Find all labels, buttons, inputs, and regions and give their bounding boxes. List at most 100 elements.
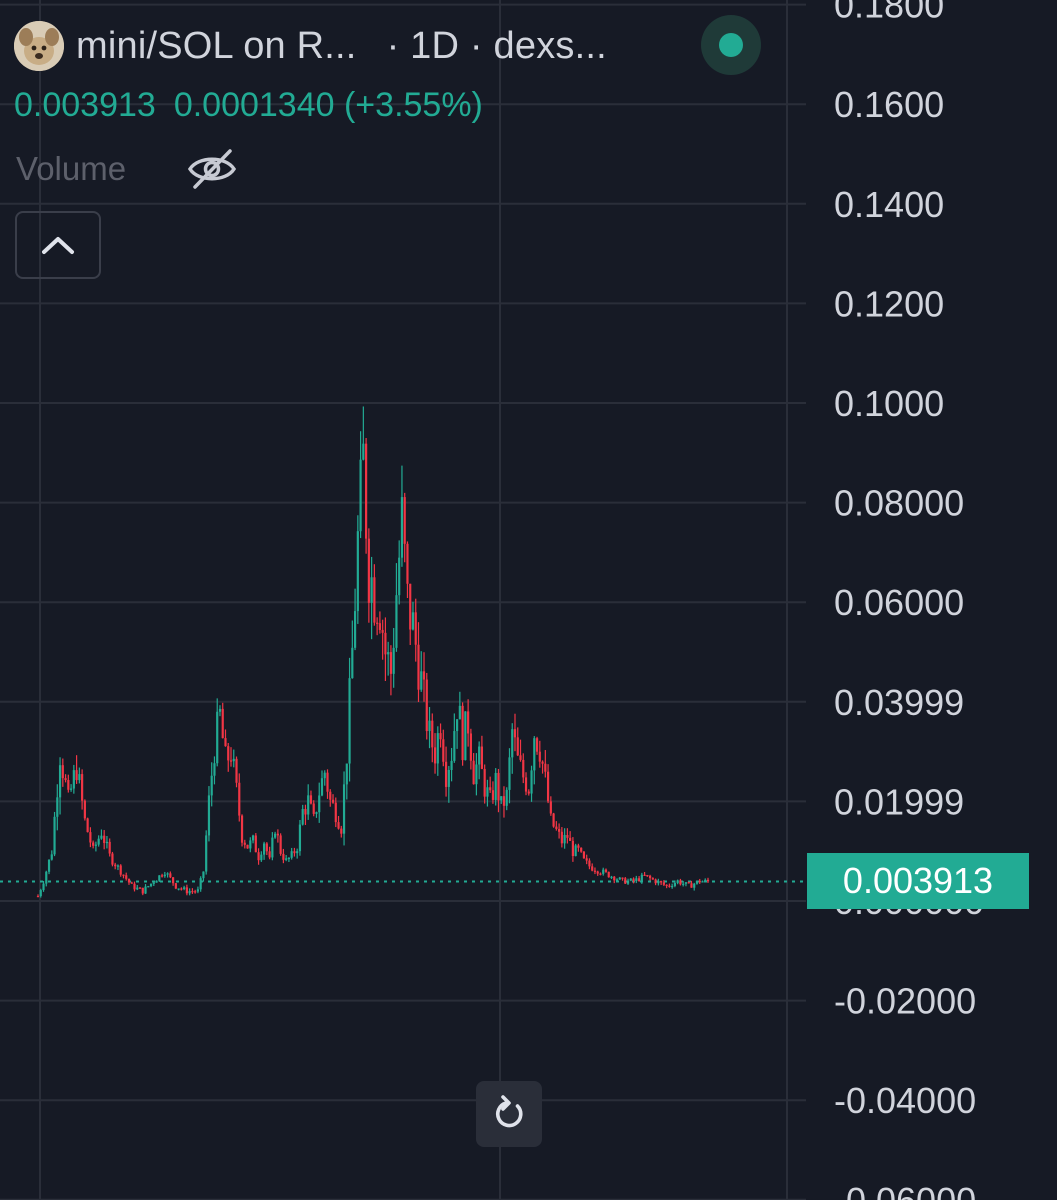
candle-body <box>318 795 321 813</box>
candle-body <box>45 871 48 884</box>
candle-body <box>160 875 164 877</box>
candle-body <box>309 795 313 804</box>
candle-body <box>119 865 122 875</box>
y-tick-label: 0.01999 <box>834 781 964 822</box>
candle-body <box>602 869 605 874</box>
candle-body <box>133 883 136 890</box>
candle-body <box>166 873 169 875</box>
live-status-dot-icon <box>719 33 743 57</box>
candle-body <box>632 878 635 882</box>
candle-body <box>78 774 81 781</box>
candle-body <box>260 854 263 861</box>
candle-body <box>558 828 561 832</box>
pair-title[interactable]: mini/SOL on R... <box>76 24 357 67</box>
candle-body <box>469 733 472 761</box>
reset-chart-button[interactable] <box>476 1081 542 1147</box>
candle-body <box>668 885 671 887</box>
y-tick-label: 0.1600 <box>834 84 944 125</box>
candle-body <box>221 708 224 739</box>
candle-body <box>497 772 500 801</box>
candle-body <box>194 891 197 893</box>
candle-body <box>276 833 279 836</box>
candle-body <box>36 896 40 898</box>
candle-body <box>105 841 109 844</box>
candle-body <box>136 887 139 890</box>
candle-body <box>428 720 431 732</box>
candle-body <box>580 847 583 852</box>
candle-body <box>345 763 348 785</box>
interval-source[interactable]: · 1D · dexs... <box>386 24 607 67</box>
candle-body <box>660 881 663 883</box>
y-tick-label: 0.1800 <box>834 0 944 26</box>
candle-body <box>464 711 467 761</box>
candle-body <box>381 629 384 633</box>
candle-body <box>373 577 376 623</box>
candle-body <box>114 864 117 867</box>
candle-body <box>665 884 668 886</box>
candle-body <box>535 738 539 752</box>
candle-body <box>610 876 613 878</box>
candle-body <box>329 791 332 800</box>
candle-body <box>326 772 329 792</box>
candle-body <box>524 777 528 792</box>
candle-body <box>695 880 699 884</box>
candle-body <box>604 869 608 872</box>
candle-body <box>414 612 417 645</box>
candle-body <box>635 878 638 882</box>
candle-body <box>439 733 442 740</box>
candle-body <box>400 497 404 558</box>
candle-body <box>232 758 235 762</box>
candle-body <box>279 835 282 854</box>
candle-body <box>538 751 541 762</box>
candle-body <box>362 443 365 460</box>
candle-body <box>180 888 183 890</box>
candle-body <box>224 738 227 747</box>
chart-header: mini/SOL on R... · 1D · dexs... <box>14 21 607 71</box>
candle-body <box>444 761 448 787</box>
candle-body <box>86 818 89 833</box>
candle-body <box>172 877 175 884</box>
candle-body <box>417 644 420 690</box>
candle-body <box>615 879 619 881</box>
candle-body <box>433 747 437 764</box>
candle-body <box>508 757 511 790</box>
candle-body <box>566 834 569 838</box>
candle-body <box>436 733 439 764</box>
candle-body <box>50 854 53 860</box>
candle-body <box>188 891 191 894</box>
candle-body <box>649 875 652 879</box>
candle-body <box>196 889 200 892</box>
candle-body <box>519 755 522 760</box>
candle-body <box>287 857 291 860</box>
candle-body <box>103 835 106 843</box>
candle-body <box>97 838 100 845</box>
candle-body <box>491 790 495 800</box>
candle-body <box>125 875 128 879</box>
candle-body <box>177 888 180 890</box>
candle-body <box>563 834 566 844</box>
candle-body <box>626 880 630 884</box>
eye-off-icon[interactable] <box>186 147 238 191</box>
candle-body <box>582 851 586 859</box>
candle-body <box>585 858 588 861</box>
candle-body <box>100 835 103 839</box>
candle-body <box>687 882 690 884</box>
candle-body <box>312 803 315 814</box>
candle-body <box>56 797 59 817</box>
candle-body <box>651 878 654 880</box>
candle-body <box>453 731 456 761</box>
candle-body <box>682 883 685 885</box>
candle-body <box>502 796 506 806</box>
candle-body <box>265 843 268 852</box>
candle-body <box>640 874 643 881</box>
candle-body <box>406 543 409 584</box>
candle-body <box>483 768 486 797</box>
candle-body <box>94 844 97 846</box>
candle-body <box>202 871 205 879</box>
candle-body <box>149 883 153 887</box>
candle-body <box>240 815 244 843</box>
candle-body <box>257 852 260 861</box>
collapse-legend-button[interactable] <box>15 211 101 279</box>
candle-body <box>64 778 67 781</box>
